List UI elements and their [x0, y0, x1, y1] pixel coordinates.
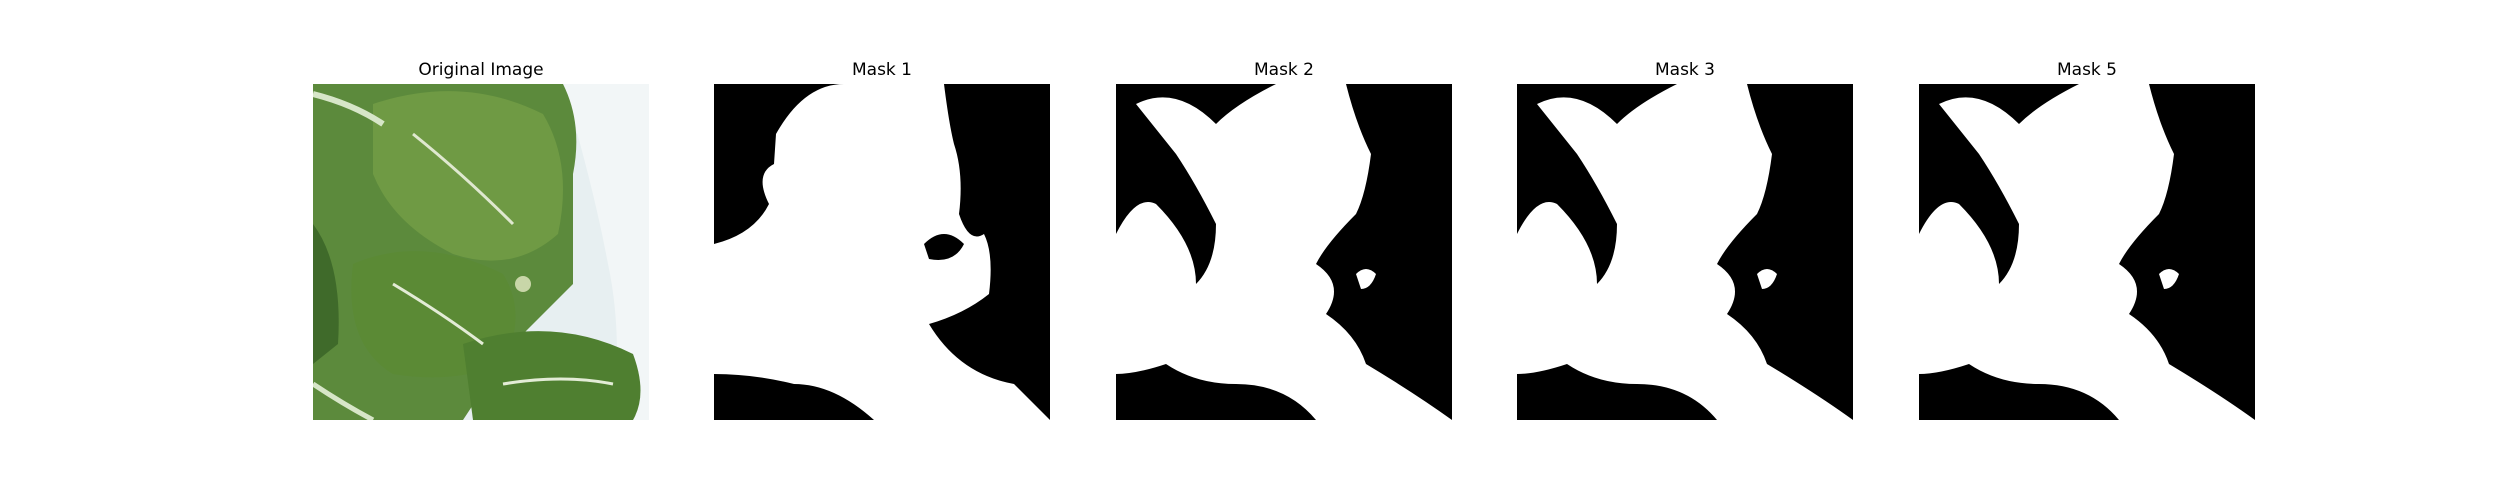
panel-title-mask-2: Mask 2: [1253, 60, 1314, 80]
panel-title-mask-5: Mask 5: [2056, 60, 2117, 80]
mask-2-image: [1116, 84, 1452, 420]
panel-title-original: Original Image: [418, 60, 544, 80]
mask-1-graphic: [714, 84, 1050, 420]
mask-3-image: [1517, 84, 1853, 420]
mask-5-graphic: [1919, 84, 2255, 420]
mask-1-image: [714, 84, 1050, 420]
original-image: [313, 84, 649, 420]
mask-5-image: [1919, 84, 2255, 420]
mask-2-graphic: [1116, 84, 1452, 420]
original-image-graphic: [313, 84, 649, 420]
panel-title-mask-1: Mask 1: [851, 60, 912, 80]
panel-title-mask-3: Mask 3: [1654, 60, 1715, 80]
mask-3-graphic: [1517, 84, 1853, 420]
